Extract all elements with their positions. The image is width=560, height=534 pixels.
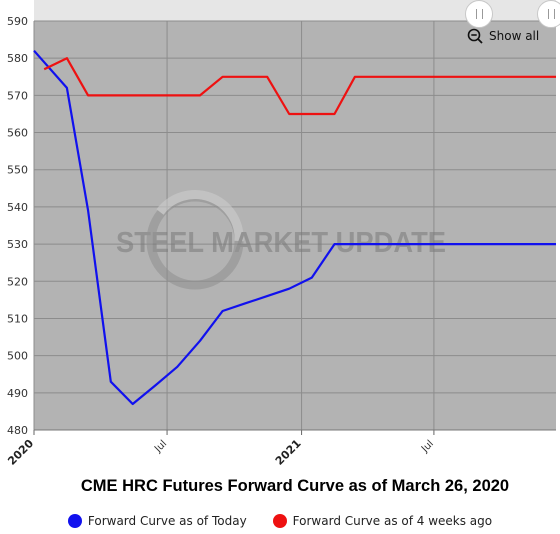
y-tick-label: 590 — [7, 15, 28, 28]
handle-grip-icon — [475, 9, 483, 19]
legend-marker-icon — [67, 514, 82, 528]
x-tick-label: 2021 — [273, 437, 304, 468]
y-tick-label: 520 — [7, 275, 28, 288]
navigator-strip[interactable] — [34, 0, 556, 21]
legend: Forward Curve as of Today Forward Curve … — [0, 514, 560, 528]
navigator-right-handle[interactable] — [537, 0, 560, 28]
y-tick-label: 480 — [7, 424, 28, 437]
y-tick-label: 550 — [7, 164, 28, 177]
y-tick-label: 570 — [7, 89, 28, 102]
series-line-0[interactable] — [33, 49, 556, 406]
y-tick-label: 500 — [7, 350, 28, 363]
navigator-left-handle[interactable] — [465, 0, 493, 28]
legend-item-4-weeks-ago[interactable]: Forward Curve as of 4 weeks ago — [272, 514, 493, 528]
y-axis: 480 490 500 510 520 530 540 550 560 570 580 590 — [7, 15, 28, 437]
show-all-button[interactable]: Show all — [467, 28, 539, 44]
x-tick-label: Jul — [152, 438, 169, 455]
y-tick-label: 530 — [7, 238, 28, 251]
series-line-1[interactable] — [43, 57, 556, 116]
watermark-logo-icon — [146, 190, 244, 290]
handle-grip-icon — [547, 9, 555, 19]
watermark: STEEL MARKET UPDATE — [116, 190, 446, 290]
x-tick-label: Jul — [419, 438, 436, 455]
zoom-out-icon — [467, 28, 483, 44]
legend-marker-icon — [272, 514, 287, 528]
y-tick-label: 560 — [7, 127, 28, 140]
show-all-label: Show all — [489, 29, 540, 43]
x-axis: 2020 Jul 2021 Jul — [5, 429, 556, 468]
x-tick-label: 2020 — [5, 437, 36, 468]
y-tick-label: 580 — [7, 52, 28, 65]
y-tick-label: 540 — [7, 201, 28, 214]
chart-title: CME HRC Futures Forward Curve as of Marc… — [80, 477, 510, 495]
y-tick-label: 490 — [7, 387, 28, 400]
legend-label: Forward Curve as of 4 weeks ago — [292, 514, 493, 528]
legend-label: Forward Curve as of Today — [87, 514, 247, 528]
legend-item-today[interactable]: Forward Curve as of Today — [67, 514, 247, 528]
y-tick-label: 510 — [7, 312, 28, 325]
plot-background — [34, 21, 556, 430]
series-layer — [33, 49, 556, 406]
